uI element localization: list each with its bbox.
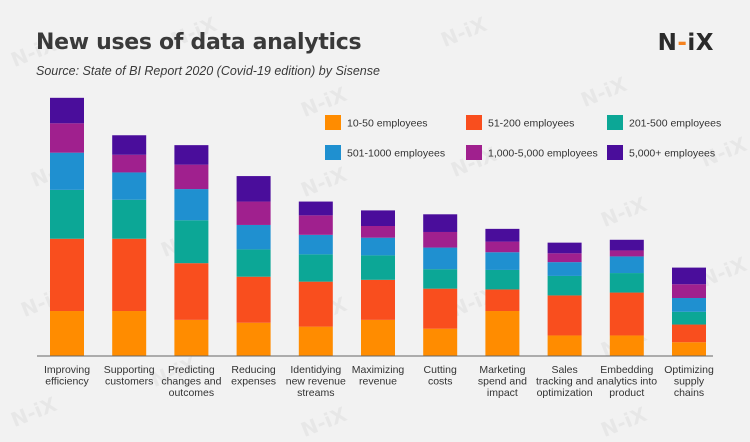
x-tick-label: Identidying new revenue streams	[286, 364, 346, 399]
stacked-bar-chart: Improving efficiency Supporting customersPr…	[37, 97, 721, 399]
bar-segment	[236, 276, 271, 323]
legend-swatch	[325, 115, 341, 130]
brand-logo: N-iX	[658, 30, 714, 56]
bar-segment	[609, 250, 644, 257]
bar-segment	[485, 269, 520, 290]
bar-segment	[423, 247, 458, 270]
legend-swatch	[607, 115, 623, 130]
bar-segment	[609, 273, 644, 293]
bar-segment	[236, 201, 271, 225]
legend-swatch	[466, 145, 482, 160]
bar-segment	[174, 263, 209, 320]
bar-segment	[236, 224, 271, 250]
bar-segment	[609, 256, 644, 274]
bar-segment	[672, 324, 706, 343]
bar-segment	[547, 253, 582, 263]
bar-segment	[361, 237, 395, 256]
bar-segment	[609, 292, 644, 336]
legend-label: 51-200 employees	[488, 118, 574, 130]
legend-label: 501-1000 employees	[347, 148, 445, 160]
bar-segment	[50, 311, 84, 356]
bar-segment	[485, 311, 520, 356]
logo-letter: N	[657, 30, 678, 56]
legend-swatch	[607, 145, 623, 160]
chart-source-subtitle: Source: State of BI Report 2020 (Covid-1…	[36, 64, 380, 78]
bar-segment	[298, 254, 333, 282]
bar-segment	[423, 269, 458, 289]
bar-segment	[236, 176, 271, 202]
bar-segment	[672, 267, 706, 285]
x-tick-label: Reducing expenses	[231, 364, 276, 388]
bar-segment	[547, 275, 582, 296]
legend-label: 1,000-5,000 employees	[488, 148, 598, 160]
bar-segment	[174, 220, 209, 264]
bar-segment	[174, 164, 209, 190]
bar-segment	[609, 239, 644, 251]
bar-segment	[298, 326, 333, 356]
bar-segment	[423, 214, 458, 232]
bar-segment	[361, 226, 395, 238]
bar-segment	[112, 238, 147, 312]
bar-segment	[672, 298, 706, 312]
bar-segment	[547, 262, 582, 276]
bar-segment	[50, 152, 84, 190]
bar-segment	[547, 335, 582, 356]
bar-segment	[112, 199, 147, 239]
x-tick-label: Cutting costs	[424, 364, 457, 388]
bar-segment	[174, 189, 209, 221]
x-tick-label: Predicting changes and outcomes	[161, 364, 221, 399]
logo-dash: -	[677, 30, 688, 56]
x-tick-label: Supporting customers	[104, 364, 155, 388]
bar-segment	[361, 319, 395, 356]
bar-segment	[485, 289, 520, 312]
bar-segment	[423, 328, 458, 356]
bar-segment	[50, 238, 84, 312]
x-tick-label: Marketing spend and impact	[478, 364, 527, 399]
bar-segment	[361, 210, 395, 226]
bar-segment	[236, 322, 271, 356]
logo-suffix: iX	[687, 30, 714, 56]
legend-label: 10-50 employees	[347, 118, 428, 130]
bar-segment	[50, 97, 84, 124]
bar-segment	[361, 255, 395, 280]
bar-segment	[112, 311, 147, 356]
x-tick-label: Optimizing supply chains	[664, 364, 714, 399]
bar-segment	[485, 228, 520, 242]
bar-segment	[423, 288, 458, 329]
bar-segment	[112, 172, 147, 200]
bar-segment	[174, 319, 209, 356]
bar-segment	[485, 252, 520, 270]
bar-segment	[236, 249, 271, 277]
bar-segment	[672, 284, 706, 299]
bar-segment	[298, 201, 333, 216]
bar-segment	[672, 311, 706, 325]
x-tick-label: Sales tracking and optimization	[536, 364, 593, 399]
bar-segment	[423, 231, 458, 248]
bar-segment	[50, 123, 84, 153]
bar-segment	[361, 279, 395, 320]
legend-label: 5,000+ employees	[629, 148, 715, 160]
bar-segment	[672, 342, 706, 356]
page-title: New uses of data analytics	[36, 30, 362, 55]
bar-segment	[112, 135, 147, 155]
bar-segment	[174, 145, 209, 165]
bar-segment	[298, 281, 333, 327]
legend-swatch	[466, 115, 482, 130]
bar-segment	[50, 189, 84, 239]
legend-label: 201-500 employees	[629, 118, 721, 130]
bar-segment	[298, 234, 333, 255]
bar-segment	[609, 335, 644, 356]
x-tick-label: Improving efficiency	[44, 364, 90, 388]
x-tick-label: Embedding analytics into product	[596, 364, 657, 399]
bar-segment	[298, 215, 333, 235]
bar-segment	[547, 295, 582, 336]
legend-swatch	[325, 145, 341, 160]
bar-segment	[547, 242, 582, 254]
bar-segment	[112, 154, 147, 173]
bar-segment	[485, 241, 520, 253]
x-tick-label: Maximizing revenue	[352, 364, 405, 388]
